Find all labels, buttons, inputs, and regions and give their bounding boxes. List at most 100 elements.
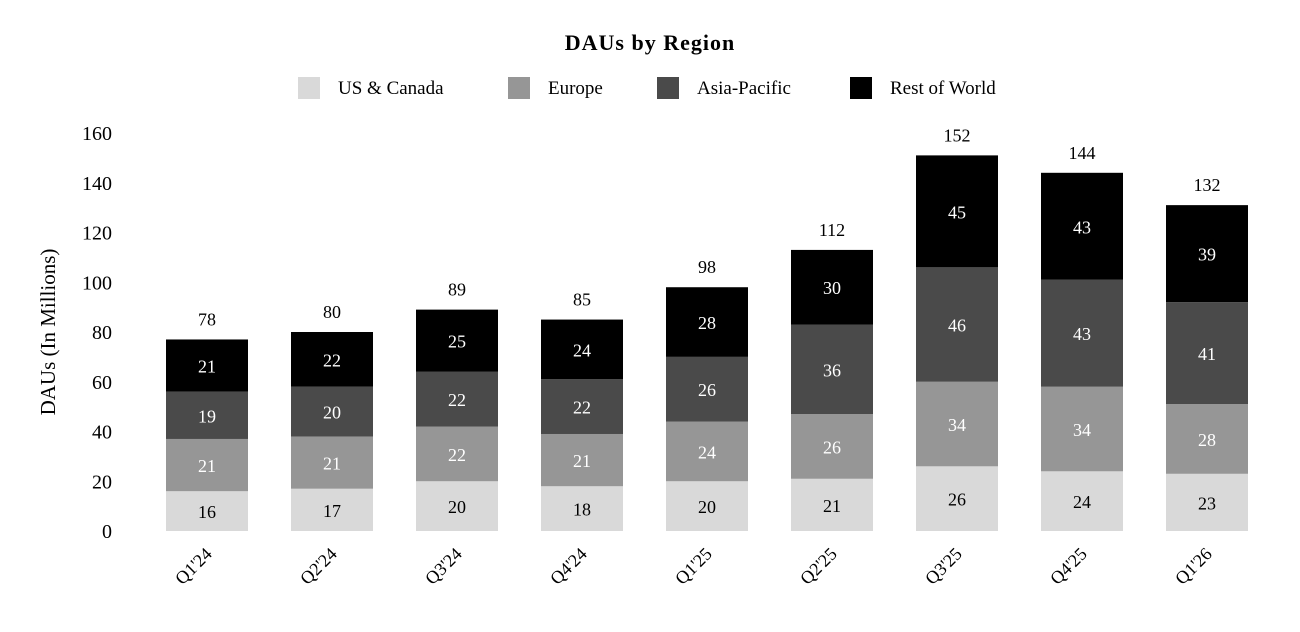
bar-segment bbox=[916, 381, 998, 467]
bar-segment bbox=[166, 339, 248, 392]
bar-segment-label: 22 bbox=[323, 350, 341, 370]
x-axis: Q1'24 Q2'24 Q3'24 Q4'24 Q1'25 Q2'25 Q3'25 Q4'25… bbox=[171, 544, 1216, 589]
legend-swatch bbox=[298, 77, 320, 99]
bar-segment-label: 24 bbox=[1073, 492, 1091, 512]
x-tick-label: Q4'25 bbox=[1046, 544, 1091, 589]
bar-segment-label: 26 bbox=[823, 437, 841, 457]
bar-segment bbox=[791, 324, 873, 415]
bar-segment-label: 34 bbox=[948, 415, 966, 435]
bar-segment bbox=[1041, 386, 1123, 472]
bar-segment-label: 43 bbox=[1073, 324, 1091, 344]
bar-segment bbox=[666, 481, 748, 531]
bar-column: 20 22 22 25 89 bbox=[416, 280, 498, 531]
legend-label: US & Canada bbox=[338, 78, 444, 99]
x-tick-label: Q4'24 bbox=[546, 544, 591, 589]
bar-segment-label: 34 bbox=[1073, 420, 1091, 440]
bar-segment bbox=[1041, 172, 1123, 280]
legend-label: Asia-Pacific bbox=[697, 78, 791, 99]
bar-segment bbox=[1041, 471, 1123, 531]
bar-segment-label: 20 bbox=[698, 497, 716, 517]
bar-segment bbox=[791, 478, 873, 531]
bar-segment-label: 22 bbox=[448, 445, 466, 465]
bar-segment bbox=[666, 287, 748, 357]
bar-segment-label: 22 bbox=[573, 398, 591, 418]
bar-segment bbox=[416, 371, 498, 427]
y-tick-label: 100 bbox=[82, 272, 112, 294]
bar-segment-label: 25 bbox=[448, 332, 466, 352]
x-tick-label: Q1'25 bbox=[671, 544, 716, 589]
bar-segment-label: 30 bbox=[823, 278, 841, 298]
bar-segment-label: 26 bbox=[948, 490, 966, 510]
bar-column: 17 21 20 22 80 bbox=[291, 302, 373, 531]
bar-segment bbox=[916, 466, 998, 531]
bar-segment-label: 18 bbox=[573, 500, 591, 520]
bar-segment bbox=[1166, 205, 1248, 303]
bar-segment-label: 21 bbox=[198, 456, 216, 476]
bar-total-label: 112 bbox=[819, 220, 845, 240]
legend-item: Europe bbox=[508, 77, 603, 99]
bar-segment bbox=[166, 391, 248, 439]
bar-segment-label: 28 bbox=[1198, 430, 1216, 450]
bar-segment bbox=[291, 386, 373, 437]
bar-segment bbox=[291, 436, 373, 489]
x-tick-label: Q1'26 bbox=[1171, 544, 1216, 589]
x-tick-label: Q1'24 bbox=[171, 544, 216, 589]
y-tick-label: 60 bbox=[92, 372, 112, 394]
bar-segment-label: 28 bbox=[698, 313, 716, 333]
bar-column: 23 28 41 39 132 bbox=[1166, 175, 1248, 531]
bar-segment-label: 43 bbox=[1073, 217, 1091, 237]
x-tick-label: Q3'24 bbox=[421, 544, 466, 589]
bar-column: 24 34 43 43 144 bbox=[1041, 143, 1123, 531]
bar-segment-label: 45 bbox=[948, 202, 966, 222]
legend-swatch bbox=[850, 77, 872, 99]
x-tick-label: Q2'24 bbox=[296, 544, 341, 589]
bar-segment bbox=[416, 481, 498, 531]
y-tick-label: 0 bbox=[102, 521, 112, 543]
bar-total-label: 85 bbox=[573, 290, 591, 310]
bar-segment-label: 46 bbox=[948, 316, 966, 336]
bar-segment bbox=[791, 414, 873, 479]
bar-segment bbox=[666, 356, 748, 422]
bar-segment bbox=[541, 433, 623, 487]
bar-segment-label: 23 bbox=[1198, 493, 1216, 513]
bar-total-label: 98 bbox=[698, 257, 716, 277]
bar-segment bbox=[416, 309, 498, 372]
bar-segment bbox=[291, 332, 373, 387]
legend-label: Rest of World bbox=[890, 78, 996, 99]
bar-column: 16 21 19 21 78 bbox=[166, 309, 248, 531]
bar-segment bbox=[541, 319, 623, 380]
chart-legend: US & Canada Europe Asia-Pacific Rest of Wor… bbox=[298, 77, 996, 99]
chart-title: DAUs by Region bbox=[565, 30, 735, 55]
legend-item: US & Canada bbox=[298, 77, 444, 99]
y-axis: 0 20 40 60 80 100 120 140 160 bbox=[82, 123, 112, 543]
bar-segment bbox=[666, 421, 748, 482]
x-tick-label: Q3'25 bbox=[921, 544, 966, 589]
bar-total-label: 80 bbox=[323, 302, 341, 322]
bar-total-label: 78 bbox=[198, 309, 216, 329]
y-tick-label: 40 bbox=[92, 422, 112, 444]
bar-segment-label: 21 bbox=[823, 496, 841, 516]
y-tick-label: 20 bbox=[92, 471, 112, 493]
bar-segment bbox=[916, 267, 998, 382]
bar-column: 18 21 22 24 85 bbox=[541, 290, 623, 531]
bar-segment-label: 39 bbox=[1198, 245, 1216, 265]
bar-segment bbox=[1166, 404, 1248, 474]
bar-segment-label: 36 bbox=[823, 360, 841, 380]
bar-segment bbox=[291, 488, 373, 531]
bar-segment bbox=[416, 426, 498, 482]
legend-item: Asia-Pacific bbox=[657, 77, 791, 99]
bar-total-label: 144 bbox=[1069, 143, 1096, 163]
bar-segment-label: 21 bbox=[323, 454, 341, 474]
y-tick-label: 160 bbox=[82, 123, 112, 145]
bar-segment bbox=[166, 491, 248, 531]
legend-swatch bbox=[508, 77, 530, 99]
legend-swatch bbox=[657, 77, 679, 99]
x-tick-label: Q2'25 bbox=[796, 544, 841, 589]
bar-segment bbox=[1166, 473, 1248, 531]
bar-segment bbox=[541, 486, 623, 531]
bar-segment-label: 24 bbox=[698, 442, 716, 462]
bar-segment bbox=[1166, 302, 1248, 405]
bar-segment bbox=[791, 249, 873, 325]
bar-segment-label: 20 bbox=[448, 497, 466, 517]
